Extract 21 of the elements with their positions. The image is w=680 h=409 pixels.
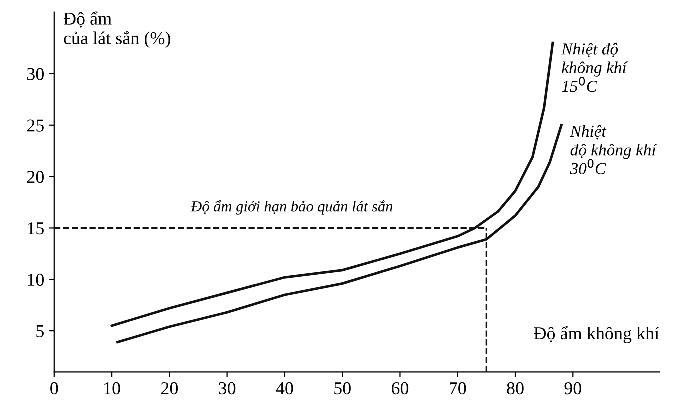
x-tick-label: 10 [104, 382, 120, 395]
x-tick-label: 0 [50, 382, 58, 395]
y-tick-label: 5 [36, 325, 44, 338]
annotation: Nhiệt độ không khí 30$^{0}$C [570, 125, 658, 174]
annotation: Nhiệt độ không khí 15$^{0}$C [561, 43, 628, 92]
y-tick-label: 20 [27, 171, 44, 184]
y-tick-label: 30 [27, 68, 44, 80]
x-tick-label: 40 [276, 382, 294, 395]
x-tick-label: 90 [564, 382, 582, 395]
x-axis-title: Độ ẩm không khí [534, 326, 660, 344]
x-tick-label: 70 [450, 382, 466, 395]
x-tick-label: 50 [334, 382, 351, 395]
y-tick-label: 15 [28, 222, 44, 235]
ref-line-label: Độ ẩm giới hạn bảo quản lát sắn [190, 200, 393, 215]
x-tick-label: 80 [507, 382, 524, 395]
y-axis-title: Độ ẩm của lát sắn (%) [64, 12, 170, 48]
x-tick-label: 20 [161, 382, 178, 395]
y-tick-label: 10 [28, 274, 44, 286]
x-tick-label: 30 [219, 382, 236, 395]
y-tick-label: 25 [27, 120, 44, 132]
x-tick-label: 60 [392, 382, 409, 395]
